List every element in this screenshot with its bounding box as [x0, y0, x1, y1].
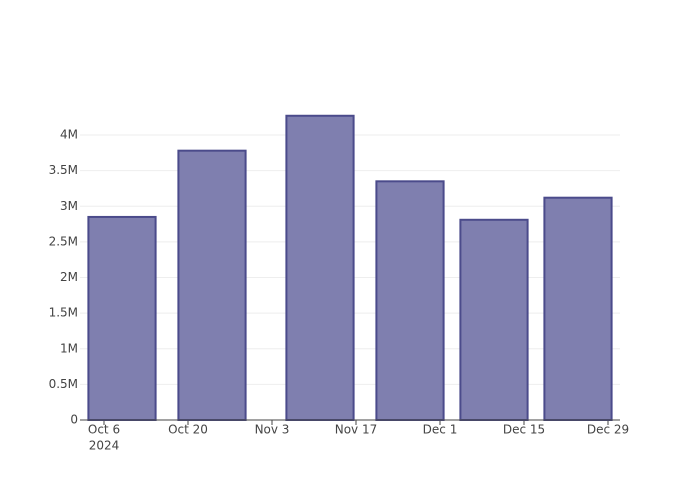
- y-tick-label: 3.5M: [49, 163, 78, 177]
- y-tick-label: 4M: [60, 128, 78, 142]
- x-tick-label: Nov 17: [335, 423, 378, 437]
- x-year-label: 2024: [89, 439, 120, 453]
- y-tick-label: 1.5M: [49, 306, 78, 320]
- x-tick-label: Dec 29: [587, 423, 629, 437]
- bar: [177, 149, 247, 422]
- bar: [459, 218, 529, 421]
- bar: [543, 196, 613, 421]
- x-tick-label: Oct 20: [168, 423, 208, 437]
- y-tick-label: 3M: [60, 199, 78, 213]
- y-tick-label: 1M: [60, 341, 78, 355]
- bar: [285, 114, 355, 422]
- bar: [375, 180, 445, 421]
- x-tick-label: Nov 3: [255, 423, 290, 437]
- x-tick-label: Dec 1: [423, 423, 458, 437]
- x-tick-label: Dec 15: [503, 423, 545, 437]
- bar: [87, 215, 157, 421]
- y-tick-label: 2.5M: [49, 234, 78, 248]
- y-tick-label: 0.5M: [49, 377, 78, 391]
- y-tick-label: 0: [70, 413, 78, 427]
- y-tick-label: 2M: [60, 270, 78, 284]
- x-tick-label: Oct 6: [88, 423, 120, 437]
